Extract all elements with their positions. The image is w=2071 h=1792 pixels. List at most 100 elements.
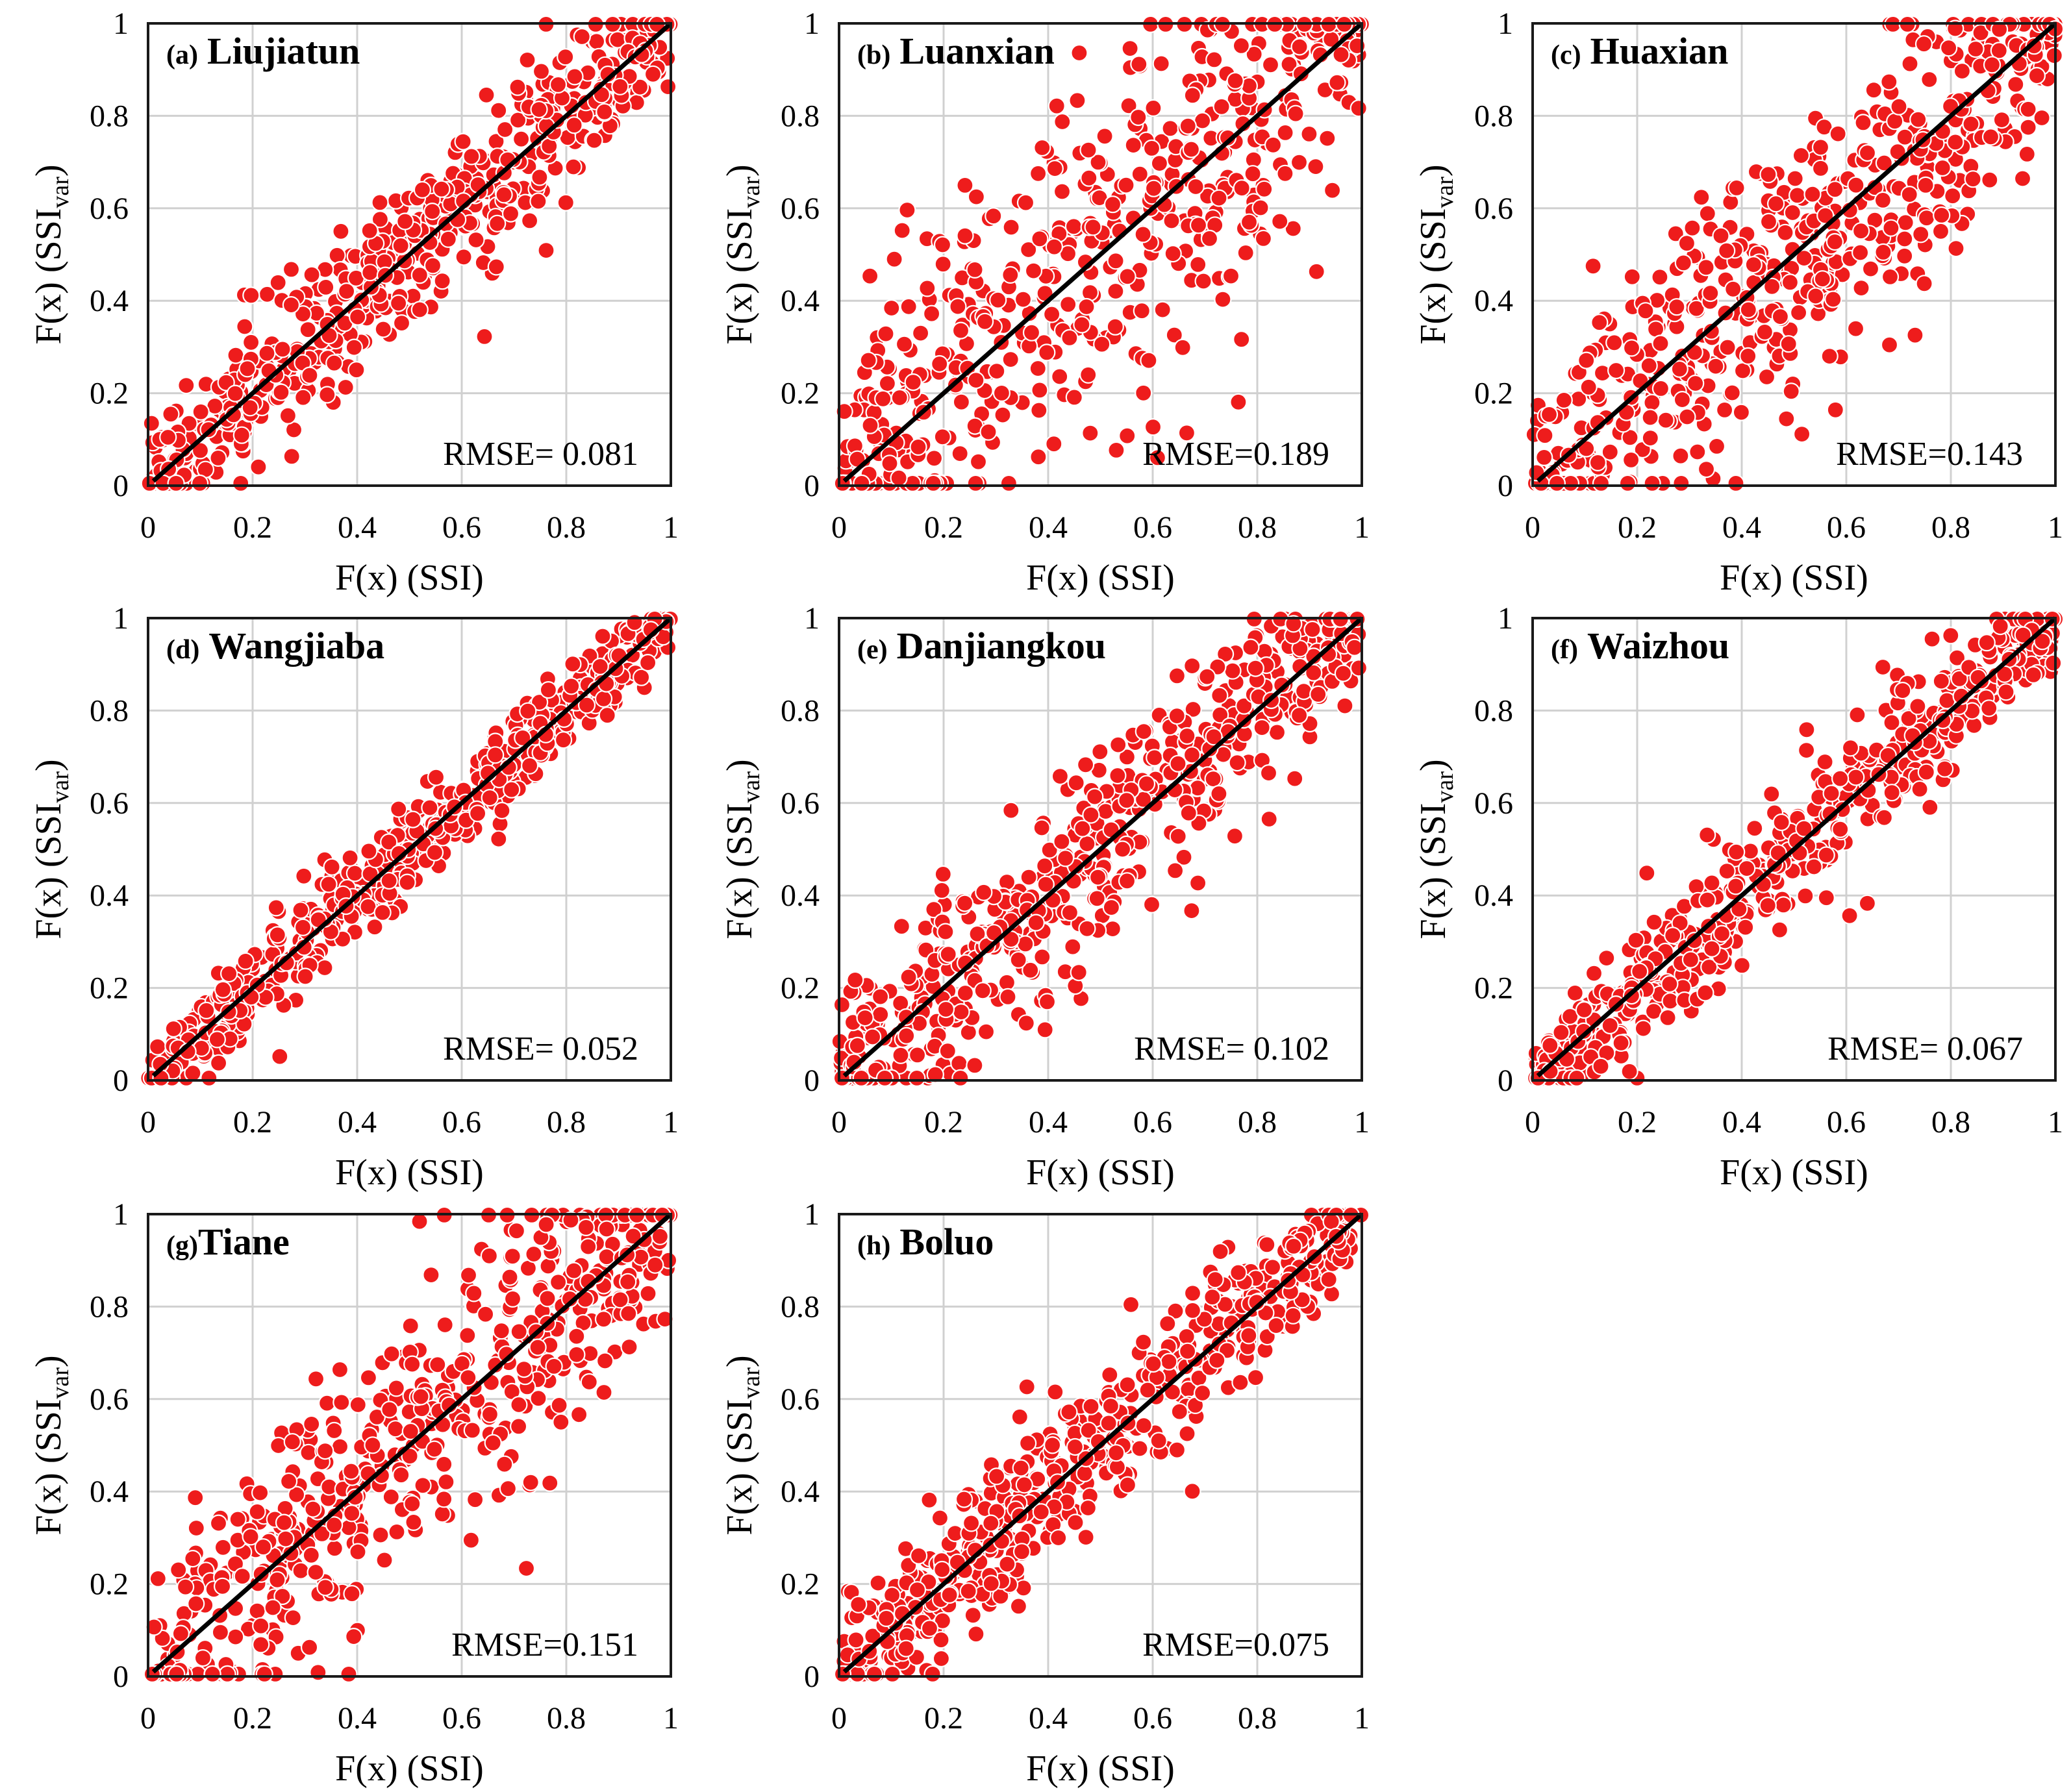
data-point [1286, 769, 1304, 788]
x-tick-label: 0.8 [547, 1701, 586, 1736]
data-point [1242, 638, 1260, 656]
data-point [1276, 123, 1294, 142]
data-point [596, 1352, 614, 1370]
data-point [951, 321, 970, 340]
one-to-one-line [151, 21, 673, 483]
data-point [611, 77, 629, 95]
data-point [1349, 99, 1368, 118]
data-point [373, 903, 392, 922]
data-point [1851, 243, 1870, 262]
data-point [1668, 298, 1686, 316]
data-point [1917, 763, 1935, 781]
data-point [1022, 961, 1040, 979]
data-point [1118, 1476, 1137, 1494]
data-point [1031, 230, 1049, 248]
x-tick-label: 0 [1525, 1105, 1540, 1139]
data-point [1796, 887, 1814, 905]
data-point [539, 680, 558, 699]
data-point [1303, 620, 1322, 639]
data-point [1233, 179, 1251, 197]
data-point [1651, 268, 1669, 286]
data-point [236, 952, 255, 971]
data-point [1244, 165, 1262, 183]
data-point [923, 1665, 942, 1683]
data-point [1161, 119, 1179, 138]
data-point [1033, 948, 1051, 966]
data-point [982, 1574, 1000, 1593]
data-point [328, 246, 346, 264]
data-point [1305, 664, 1323, 682]
x-tick-label: 0.6 [1133, 1701, 1172, 1736]
data-point [541, 1474, 559, 1492]
data-point [1140, 351, 1158, 369]
data-point [1048, 97, 1066, 115]
data-point [1203, 1288, 1222, 1306]
panel-c: 000.20.20.40.40.60.60.80.811(c) HuaxianRM… [1413, 6, 2065, 598]
data-point [1118, 872, 1136, 890]
data-point [1261, 56, 1280, 74]
data-point [1651, 379, 1670, 398]
data-point [1931, 222, 1950, 240]
data-point [1759, 212, 1778, 230]
data-point [529, 1338, 547, 1356]
data-point [874, 390, 892, 408]
data-point [1816, 206, 1835, 225]
y-axis-title-close: ) [1413, 164, 1453, 177]
data-point [275, 1513, 294, 1532]
data-point [340, 1519, 358, 1537]
data-point [1678, 408, 1696, 426]
data-point [267, 899, 285, 917]
data-point [1246, 659, 1264, 677]
data-point [573, 27, 591, 46]
data-point [218, 1665, 236, 1683]
data-point [364, 1436, 382, 1454]
data-point [1276, 164, 1294, 182]
y-tick-label: 0.4 [781, 878, 820, 913]
data-point [966, 474, 985, 493]
data-point [1144, 1354, 1162, 1373]
data-point [1739, 347, 1757, 366]
data-point [955, 1490, 973, 1508]
data-point [1053, 112, 1072, 131]
data-point [316, 1578, 334, 1597]
data-point [1040, 841, 1059, 859]
data-point [1692, 188, 1711, 206]
data-point [331, 1437, 349, 1456]
data-point [1826, 180, 1844, 199]
plot-frame [147, 1213, 672, 1678]
data-point [488, 214, 507, 232]
rmse-label: RMSE= 0.052 [443, 1030, 638, 1067]
data-point [282, 260, 301, 279]
data-point [2014, 626, 2032, 644]
data-point [1200, 229, 1219, 247]
data-point [386, 1420, 405, 1438]
y-tick-label: 0 [804, 469, 820, 503]
y-axis-title-main: F(x) (SSI [720, 1399, 760, 1536]
x-tick-label: 0.2 [924, 1701, 963, 1736]
data-point [2025, 37, 2043, 55]
data-point [142, 414, 160, 432]
data-point [1179, 117, 1197, 135]
data-point [496, 1455, 514, 1473]
data-point [1229, 393, 1248, 411]
data-point [1881, 268, 1900, 286]
data-point [1737, 918, 1755, 936]
data-point [1267, 1316, 1285, 1335]
data-point [1070, 44, 1088, 62]
data-point [1732, 403, 1750, 421]
x-tick-label: 0.4 [338, 1105, 377, 1139]
data-point [1259, 764, 1278, 782]
y-tick-label: 1 [113, 6, 129, 41]
data-point [1020, 868, 1038, 886]
data-point [1822, 784, 1840, 803]
data-point [1186, 177, 1205, 196]
data-point [1605, 334, 1624, 352]
data-point [925, 901, 943, 919]
data-point [1205, 51, 1224, 69]
data-point [519, 702, 537, 720]
x-tick-label: 0.2 [924, 1105, 963, 1139]
data-point [1807, 287, 1825, 305]
data-point [532, 62, 551, 81]
data-point [2044, 654, 2063, 672]
data-point [1253, 718, 1271, 737]
